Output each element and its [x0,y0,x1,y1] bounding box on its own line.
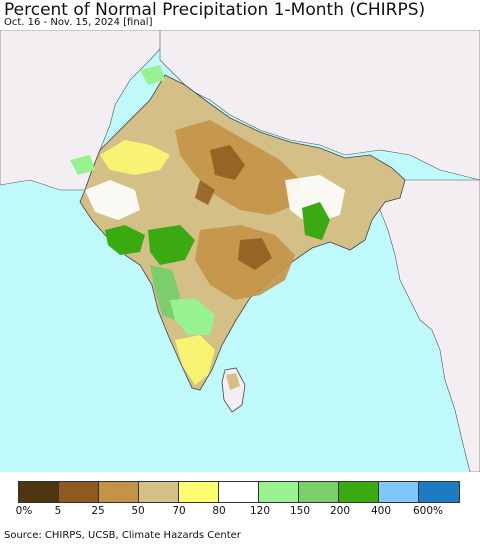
source-credit: Source: CHIRPS, UCSB, Climate Hazards Ce… [4,530,241,541]
wet-zone-west-central [148,225,195,265]
legend-label: 600% [412,505,444,517]
land-east [379,179,480,472]
legend-label: 120 [249,505,271,517]
below-normal-south [175,335,215,385]
legend-label: 150 [289,505,311,517]
legend-swatch-0 [19,482,59,502]
wet-zone-gujarat [105,225,145,255]
legend-swatch-2 [99,482,139,502]
legend-label: 70 [172,505,186,517]
legend-swatch-8 [339,482,379,502]
near-normal-west [85,180,140,220]
legend-labels: 0% 5 25 50 70 80 120 150 200 400 600% [0,505,480,519]
wet-zone-bengal [302,202,330,240]
legend-swatch-5 [219,482,259,502]
color-legend [18,481,460,503]
near-normal-east [285,175,345,225]
legend-label: 400 [370,505,392,517]
date-range: Oct. 16 - Nov. 15, 2024 [final] [4,17,153,28]
map-title: Percent of Normal Precipitation 1-Month … [4,0,426,20]
legend-swatch-6 [259,482,299,502]
legend-swatch-10 [419,482,459,502]
legend-label: 80 [212,505,226,517]
legend-label: 0% [15,505,33,517]
legend-swatch-1 [59,482,99,502]
legend-label: 50 [131,505,145,517]
legend-swatch-3 [139,482,179,502]
legend-swatch-7 [299,482,339,502]
very-dry-patches [195,145,272,270]
legend-label: 5 [54,505,62,517]
legend-label: 200 [329,505,351,517]
legend-label: 25 [91,505,105,517]
legend-swatch-4 [179,482,219,502]
light-wet-northwest [70,65,165,175]
precipitation-map [0,30,480,472]
light-wet-south [170,298,215,335]
sri-lanka-dry [226,373,240,390]
legend-swatch-9 [379,482,419,502]
below-normal-north [100,140,170,175]
land-north [159,30,480,181]
